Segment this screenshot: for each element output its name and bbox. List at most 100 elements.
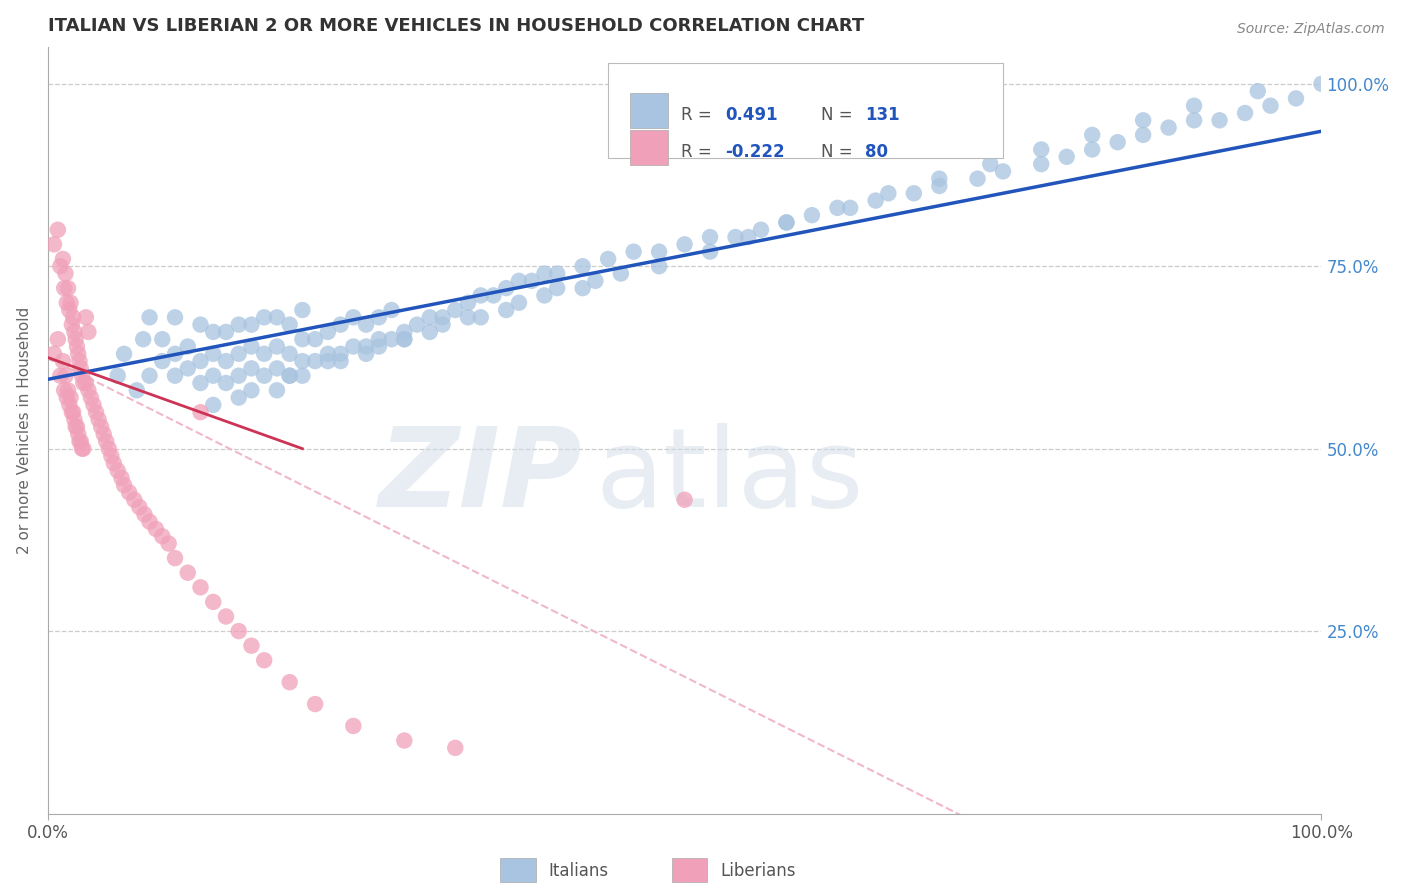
Point: [215, 354, 238, 368]
Text: R =: R =: [681, 106, 717, 124]
Point: [59, 295, 82, 310]
Point: [432, 318, 454, 332]
Text: ITALIAN VS LIBERIAN 2 OR MORE VEHICLES IN HOUSEHOLD CORRELATION CHART: ITALIAN VS LIBERIAN 2 OR MORE VEHICLES I…: [48, 17, 863, 35]
Y-axis label: 2 or more Vehicles in Household: 2 or more Vehicles in Household: [17, 307, 32, 554]
Point: [367, 310, 389, 325]
FancyBboxPatch shape: [501, 858, 536, 882]
Point: [97, 442, 120, 456]
Point: [125, 384, 148, 398]
Point: [69, 434, 91, 449]
Point: [533, 288, 555, 302]
Text: atlas: atlas: [595, 423, 863, 530]
Point: [304, 697, 326, 711]
Point: [648, 244, 671, 259]
Point: [457, 295, 479, 310]
Point: [100, 449, 122, 463]
Point: [240, 639, 263, 653]
Point: [470, 310, 492, 325]
Point: [55, 391, 77, 405]
Point: [87, 412, 110, 426]
Point: [381, 332, 404, 346]
Point: [699, 244, 721, 259]
Point: [648, 259, 671, 273]
Point: [1234, 106, 1257, 120]
Point: [419, 310, 441, 325]
Point: [354, 318, 377, 332]
Point: [342, 339, 364, 353]
Point: [991, 164, 1014, 178]
Point: [138, 368, 160, 383]
Point: [56, 281, 79, 295]
Point: [673, 237, 696, 252]
Point: [865, 194, 887, 208]
Point: [62, 405, 84, 419]
Point: [432, 310, 454, 325]
Point: [52, 354, 75, 368]
Point: [55, 295, 77, 310]
Point: [1247, 84, 1270, 98]
Point: [1107, 135, 1129, 149]
Point: [53, 384, 76, 398]
Point: [329, 318, 352, 332]
Point: [67, 347, 90, 361]
Point: [163, 347, 186, 361]
Point: [157, 536, 180, 550]
Text: Italians: Italians: [548, 862, 609, 880]
Point: [470, 288, 492, 302]
Point: [316, 325, 339, 339]
Point: [60, 405, 83, 419]
Point: [163, 551, 186, 566]
Point: [240, 384, 263, 398]
Point: [190, 376, 212, 390]
Point: [266, 384, 288, 398]
Point: [1132, 113, 1154, 128]
Point: [77, 325, 100, 339]
Point: [69, 354, 91, 368]
Point: [228, 624, 250, 639]
Point: [775, 215, 797, 229]
Point: [316, 347, 339, 361]
Point: [215, 325, 238, 339]
Text: -0.222: -0.222: [725, 143, 785, 161]
Point: [190, 580, 212, 594]
Point: [508, 274, 530, 288]
Point: [66, 339, 89, 353]
Point: [52, 252, 75, 266]
Point: [367, 332, 389, 346]
Point: [394, 332, 416, 346]
Point: [800, 208, 823, 222]
Point: [49, 368, 72, 383]
Point: [482, 288, 505, 302]
Point: [1208, 113, 1230, 128]
Point: [65, 419, 87, 434]
Point: [253, 653, 276, 667]
Point: [278, 368, 301, 383]
Point: [190, 405, 212, 419]
Point: [406, 318, 429, 332]
Point: [291, 368, 314, 383]
Point: [546, 267, 568, 281]
Point: [228, 318, 250, 332]
Point: [877, 186, 900, 201]
FancyBboxPatch shape: [609, 62, 1002, 159]
Point: [266, 339, 288, 353]
Point: [354, 347, 377, 361]
Point: [354, 339, 377, 353]
Point: [138, 515, 160, 529]
Point: [66, 419, 89, 434]
Point: [724, 230, 747, 244]
Point: [1285, 91, 1308, 105]
Point: [598, 252, 620, 266]
Text: Liberians: Liberians: [720, 862, 796, 880]
Point: [90, 419, 112, 434]
Point: [342, 310, 364, 325]
Point: [266, 310, 288, 325]
Point: [84, 405, 107, 419]
Point: [202, 595, 225, 609]
Point: [150, 332, 173, 346]
Point: [202, 347, 225, 361]
Point: [1182, 99, 1205, 113]
Point: [610, 267, 633, 281]
Point: [1182, 113, 1205, 128]
Point: [1310, 77, 1333, 91]
